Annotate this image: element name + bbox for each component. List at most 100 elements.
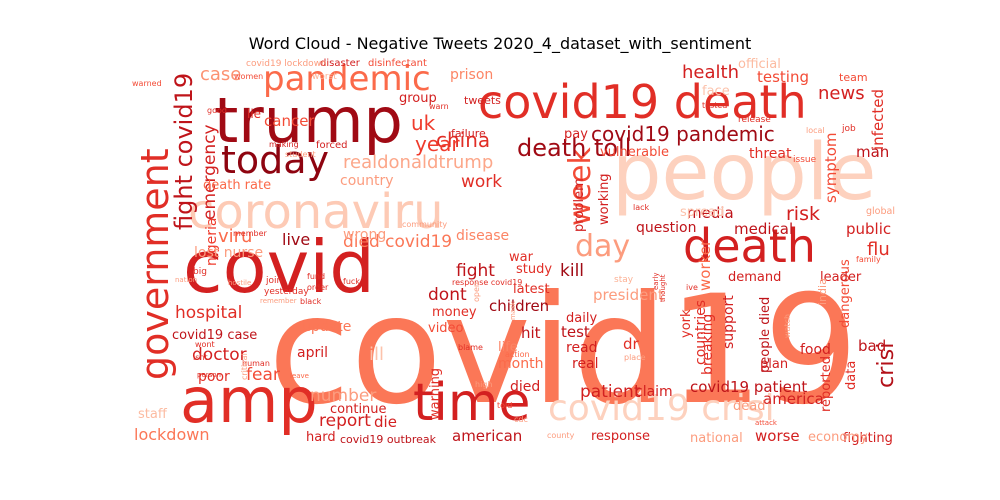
word-life: life — [498, 340, 518, 355]
word-tested: tested — [702, 101, 727, 110]
word-working: working — [597, 173, 612, 225]
word-bad: bad — [858, 337, 886, 355]
word-wrong: wrong — [343, 227, 386, 243]
word-staff: staff — [138, 407, 168, 422]
word-pay: pay — [564, 127, 588, 142]
word-media: media — [687, 204, 734, 222]
word-time: time — [413, 373, 530, 433]
word-national: national — [690, 431, 743, 446]
word-warned: warned — [132, 79, 162, 88]
word-good: good — [207, 106, 227, 115]
word-disaster: disaster — [320, 58, 361, 69]
word-dead: dead — [733, 399, 765, 414]
word-release: release — [738, 115, 771, 125]
word-hospital: hospital — [175, 303, 242, 323]
word-claim: claim — [635, 384, 673, 400]
word-blame: blame — [458, 343, 483, 352]
word-cancer: cancer — [264, 112, 315, 130]
word-reported: reported — [819, 356, 834, 412]
word-president: president — [593, 286, 664, 304]
word-person: person — [197, 371, 221, 379]
word-emergency: emergency — [200, 124, 220, 220]
word-poor: poor — [198, 369, 230, 385]
word-america: america — [763, 390, 824, 408]
word-big: big — [193, 267, 207, 277]
word-april: april — [297, 345, 328, 361]
word-making: making — [269, 140, 299, 149]
word-health: health — [682, 62, 739, 83]
word-disinfectant: disinfectant — [368, 58, 427, 69]
word-latest: latest — [513, 282, 550, 297]
word-worse: worse — [755, 427, 800, 445]
word-read: read — [566, 340, 598, 356]
word-watch: watch — [783, 314, 792, 338]
word-worst: worst — [312, 72, 337, 82]
word-case: case — [200, 64, 241, 85]
word-job: job — [841, 124, 856, 134]
word-warning: warning — [428, 368, 443, 420]
word-breaking: breaking — [700, 314, 716, 375]
word-fighting: fighting — [843, 431, 893, 446]
word-man: man — [856, 143, 889, 161]
word-death-rate: death rate — [203, 178, 271, 193]
word-fuck: fuck — [343, 277, 360, 286]
word-spread: spread — [680, 205, 724, 220]
word-lie: lie — [247, 107, 261, 121]
word-wont: wont — [195, 340, 215, 349]
word-year: year — [415, 132, 460, 156]
word-doctor: doctor — [192, 345, 247, 365]
word-local: local — [806, 126, 825, 135]
word-covid19-case: covid19 case — [172, 328, 257, 343]
word-group: group — [399, 91, 437, 106]
word-covid: covid — [183, 225, 375, 309]
word-family: family — [856, 255, 881, 264]
word-stay: stay — [614, 275, 634, 285]
word-economy: economy — [808, 430, 868, 445]
word-critical: critical — [240, 353, 249, 380]
word-issue: issue — [793, 155, 817, 165]
word-patient: patient — [580, 382, 641, 402]
word-disease: disease — [456, 228, 509, 244]
word-community: community — [402, 220, 447, 229]
word-live: live — [282, 230, 310, 249]
word-attack: attack — [755, 419, 778, 427]
word-demand: demand — [728, 270, 781, 285]
word-hard: hard — [306, 430, 336, 445]
word-month: month — [498, 356, 543, 372]
word-leave: leave — [290, 372, 309, 380]
word-global: global — [866, 206, 895, 217]
word-cdc: cdc — [514, 415, 528, 424]
word-country: country — [340, 173, 394, 189]
word-continue: continue — [330, 402, 387, 417]
word-remember: remember — [260, 297, 297, 305]
word-ill: ill — [369, 344, 384, 365]
word-viru: viru — [218, 226, 252, 247]
word-early: early — [652, 272, 660, 290]
word-vulnerable: vulnerable — [600, 145, 669, 160]
word-response-covid19: response covid19 — [452, 278, 522, 287]
word-yesterday: yesterday — [264, 287, 309, 297]
word-covid19-death: covid19 death — [478, 75, 807, 129]
word-face: face — [702, 84, 730, 99]
cloud-canvas — [125, 60, 895, 450]
word-money: money — [432, 305, 477, 320]
word-video: video — [428, 321, 464, 336]
word-thought: thought — [659, 274, 667, 302]
word-covid19-patient: covid19 patient — [690, 378, 807, 396]
word-die: die — [374, 413, 397, 431]
word-death: death — [683, 219, 816, 273]
word-risk: risk — [786, 203, 820, 225]
word-county: county — [547, 431, 575, 440]
word-hostile: hostile — [228, 279, 251, 287]
word-china: china — [436, 128, 490, 152]
word-covid19-pandemic: covid19 pandemic — [591, 122, 775, 146]
word-worker: worker — [696, 239, 714, 291]
word-mask: mask — [509, 300, 517, 320]
chart-title: Word Cloud - Negative Tweets 2020_4_data… — [248, 34, 752, 53]
word-told: told — [497, 401, 512, 410]
word-ive: ive — [686, 283, 698, 292]
word-human: human — [242, 359, 270, 368]
word-isnt: isnt — [193, 353, 208, 362]
word-countries: countries — [693, 300, 709, 365]
